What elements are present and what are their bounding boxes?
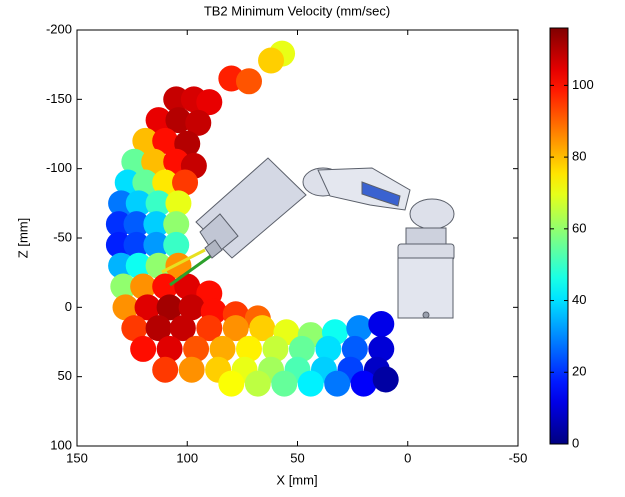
point (373, 366, 399, 392)
point (152, 357, 178, 383)
y-axis-label: Z [mm] (15, 218, 30, 258)
y-tick-label: -200 (46, 21, 72, 36)
point (179, 357, 205, 383)
point (351, 371, 377, 397)
colorbar-tick-label: 60 (572, 220, 586, 235)
y-tick-label: -100 (46, 160, 72, 175)
point (236, 68, 262, 94)
x-axis-label: X [mm] (276, 472, 317, 487)
point (298, 371, 324, 397)
point (130, 336, 156, 362)
point (368, 311, 394, 337)
point (324, 371, 350, 397)
x-tick-label: -50 (509, 450, 528, 465)
point (271, 371, 297, 397)
y-tick-label: 0 (65, 299, 72, 314)
point (245, 371, 271, 397)
x-tick-label: 150 (66, 450, 88, 465)
y-tick-label: -50 (53, 229, 72, 244)
point (218, 371, 244, 397)
colorbar-tick-label: 0 (572, 435, 579, 450)
colorbar-tick-label: 40 (572, 292, 586, 307)
point (258, 48, 284, 74)
y-tick-label: -150 (46, 91, 72, 106)
colorbar (550, 28, 568, 444)
x-tick-label: 100 (176, 450, 198, 465)
figure: TB2 Minimum Velocity (mm/sec) X [mm] Z [… (0, 0, 625, 497)
colorbar-tick-label: 80 (572, 149, 586, 164)
y-tick-label: 100 (50, 437, 72, 452)
colorbar-tick-label: 20 (572, 364, 586, 379)
chart-title: TB2 Minimum Velocity (mm/sec) (204, 3, 390, 18)
x-tick-label: 0 (404, 450, 411, 465)
x-tick-label: 50 (290, 450, 304, 465)
y-tick-label: 50 (58, 368, 72, 383)
colorbar-tick-label: 100 (572, 77, 594, 92)
